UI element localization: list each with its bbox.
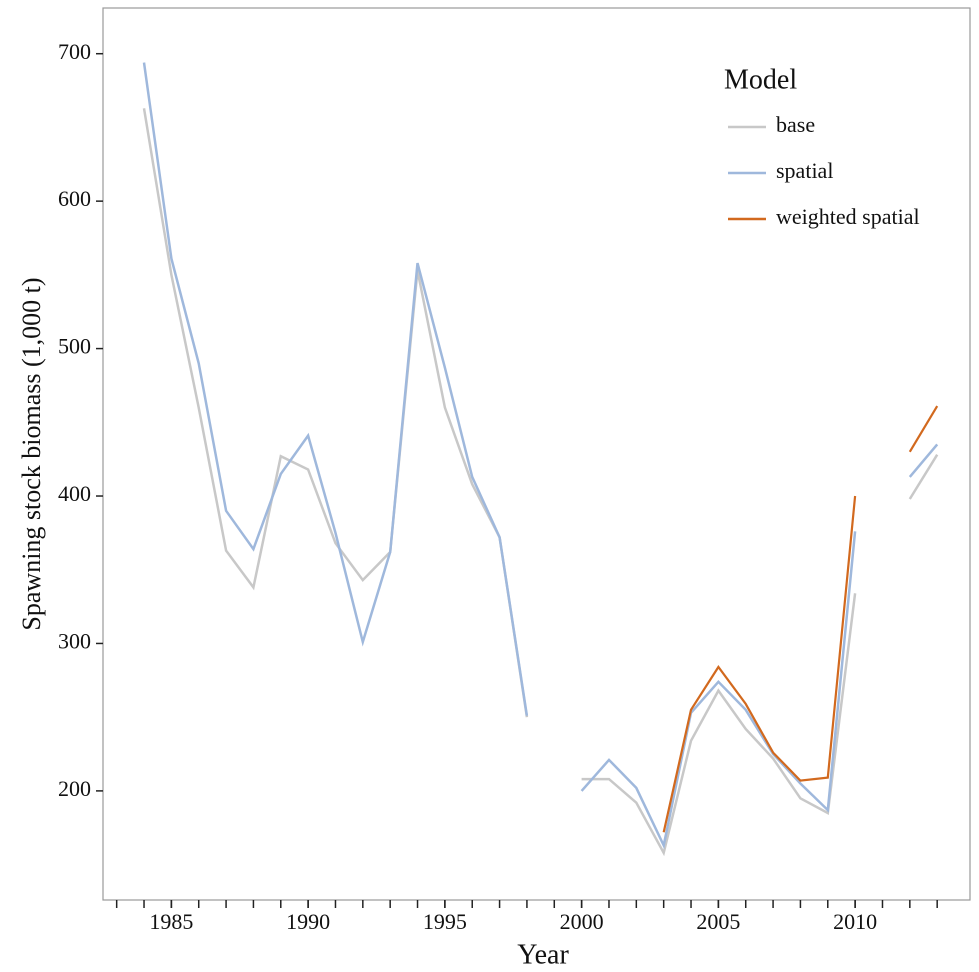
x-tick-label: 2010	[833, 909, 877, 934]
x-tick-label: 1985	[149, 909, 193, 934]
y-tick-label: 600	[58, 186, 91, 211]
y-tick-label: 400	[58, 481, 91, 506]
x-tick-label: 2000	[560, 909, 604, 934]
x-tick-label: 1990	[286, 909, 330, 934]
y-tick-label: 200	[58, 776, 91, 801]
y-axis-label: Spawning stock biomass (1,000 t)	[17, 277, 46, 630]
x-tick-label: 1995	[423, 909, 467, 934]
panel-border	[102, 7, 971, 901]
series-line	[142, 62, 939, 850]
y-tick-label: 300	[58, 629, 91, 654]
series-line	[662, 405, 939, 833]
legend-title: Model	[724, 64, 797, 95]
legend-label: weighted spatial	[776, 204, 920, 229]
x-axis-label: Year	[517, 939, 569, 970]
y-tick-label: 700	[58, 39, 91, 64]
series-line	[142, 108, 939, 857]
y-tick-label: 500	[58, 334, 91, 359]
legend-label: spatial	[776, 158, 833, 183]
x-tick-label: 2005	[696, 909, 740, 934]
legend-label: base	[776, 112, 815, 137]
